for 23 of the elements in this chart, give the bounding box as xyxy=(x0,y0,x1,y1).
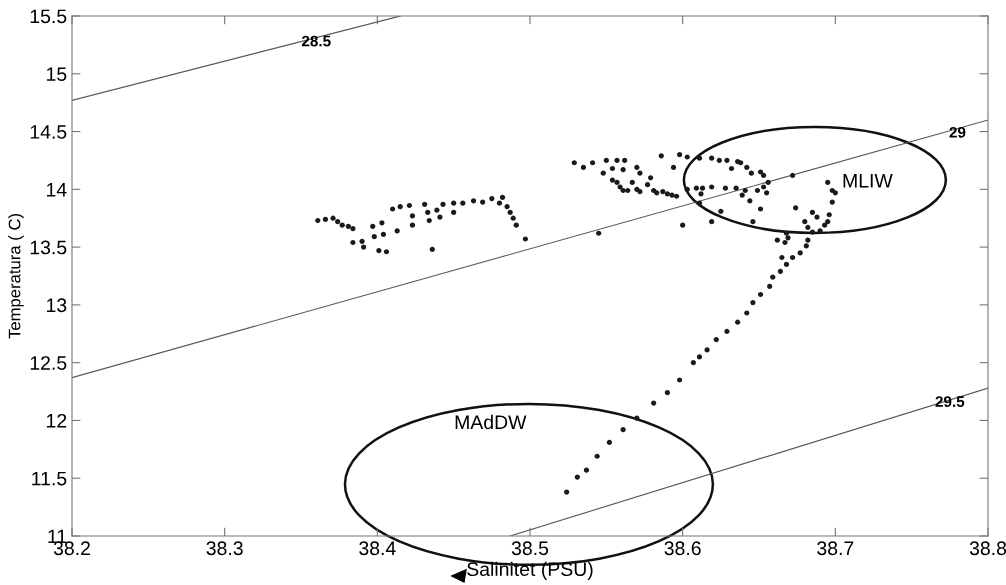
annotation: 29 xyxy=(949,126,966,138)
x-tick-label: 38.2 xyxy=(53,541,90,556)
y-tick-label: 11 xyxy=(48,529,67,544)
x-axis-title: Salinitet (PSU) xyxy=(467,561,593,580)
x-tick-label: 38.7 xyxy=(817,541,854,556)
y-tick-label: 13 xyxy=(47,298,67,313)
annotation: 28.5 xyxy=(301,35,331,47)
y-tick-label: 14.5 xyxy=(30,125,67,139)
y-tick-label: 15 xyxy=(47,67,67,82)
y-tick-label: 14 xyxy=(47,183,67,197)
x-tick-label: 38.6 xyxy=(664,541,701,556)
y-tick-label: 12 xyxy=(47,413,67,428)
annotation: MAdDW xyxy=(455,414,527,430)
x-tick-label: 38.8 xyxy=(969,541,1006,556)
y-tick-label: 15.5 xyxy=(30,9,67,24)
y-axis-title: Temperatura ( C) xyxy=(8,214,24,339)
y-tick-label: 13.5 xyxy=(30,240,67,255)
annotation: MLIW xyxy=(843,174,893,188)
x-tick-label: 38.3 xyxy=(206,541,243,556)
x-tick-label: 38.4 xyxy=(359,541,396,556)
y-tick-label: 12.5 xyxy=(30,356,67,370)
y-tick-label: 11.5 xyxy=(32,471,67,486)
x-tick-label: 38.5 xyxy=(511,541,549,556)
